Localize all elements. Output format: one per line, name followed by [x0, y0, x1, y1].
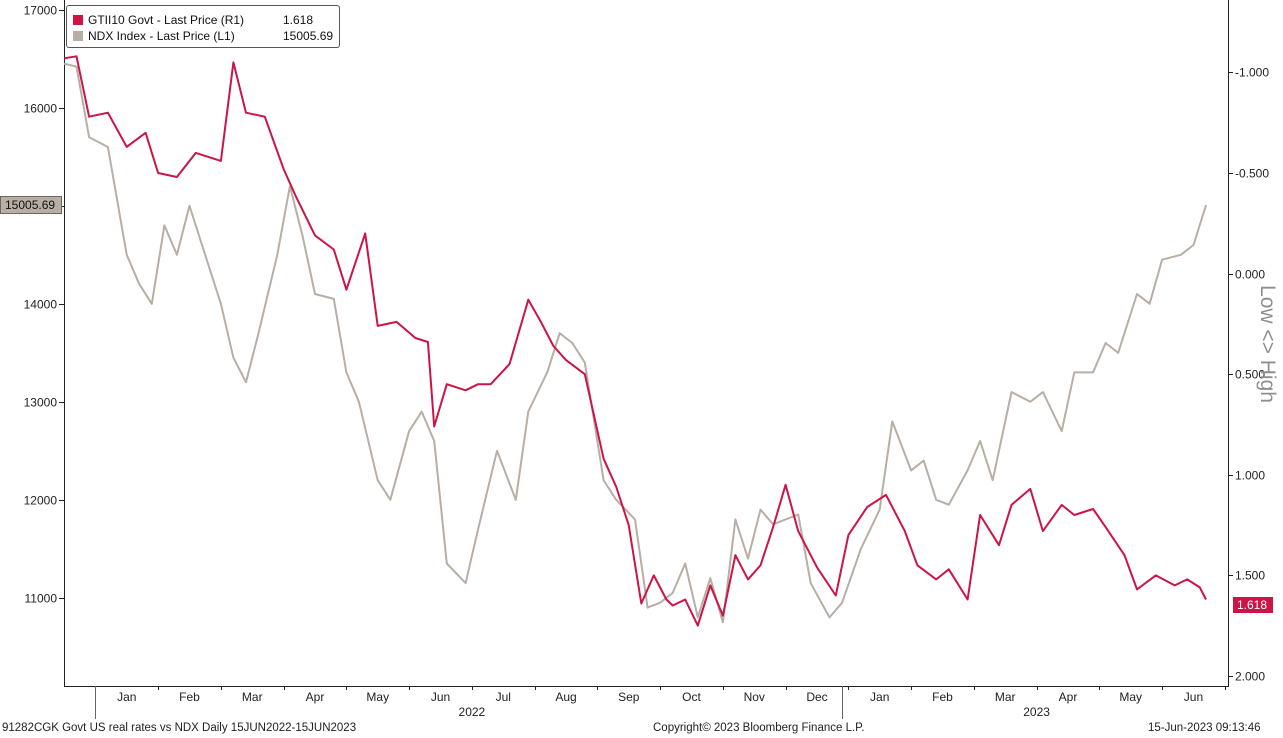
- x-tick-label: Oct: [682, 690, 701, 704]
- x-tick-label: Aug: [555, 690, 576, 704]
- x-tick-label: Apr: [306, 690, 325, 704]
- series-layer: [63, 55, 1207, 627]
- x-tick-label: Jul: [496, 690, 511, 704]
- x-tick-label: May: [1119, 690, 1142, 704]
- x-tick-label: Jan: [117, 690, 136, 704]
- year-label: 2023: [1023, 705, 1050, 719]
- footer-timestamp: 15-Jun-2023 09:13:46: [1148, 722, 1261, 734]
- x-tick-label: Sep: [618, 690, 640, 704]
- x-tick-label: Feb: [179, 690, 200, 704]
- x-tick-label: Jan: [870, 690, 889, 704]
- right-axis-ticks: -1.000 -0.500 0.000 0.500 1.000 1.500 2.000: [1228, 66, 1269, 684]
- left-tick-label: 17000: [24, 4, 58, 18]
- x-tick-label: Jun: [1184, 690, 1203, 704]
- legend: GTII10 Govt - Last Price (R1) 1.618 NDX …: [66, 5, 340, 48]
- legend-value-real-rate: 1.618: [283, 13, 314, 27]
- x-tick-label: Mar: [242, 690, 263, 704]
- plot-frame: [64, 0, 1229, 687]
- x-tick-label: Mar: [995, 690, 1016, 704]
- year-label: 2022: [459, 705, 486, 719]
- legend-value-ndx: 15005.69: [283, 29, 334, 43]
- ndx-last-value-tag: 15005.69: [0, 196, 63, 214]
- left-tick-label: 11000: [25, 592, 58, 606]
- right-tick-label: 0.000: [1235, 268, 1265, 282]
- series-line-real-rate: [63, 55, 1207, 627]
- x-tick-label: Nov: [744, 690, 765, 704]
- legend-swatch-real-rate: [73, 14, 83, 25]
- left-tick-label: 12000: [24, 494, 58, 508]
- left-axis-ticks: 11000120001300014000150001600017000: [24, 4, 64, 606]
- x-tick-label: Jun: [431, 690, 450, 704]
- real-rate-last-value-tag: 1.618: [1233, 597, 1274, 613]
- legend-item-ndx: NDX Index - Last Price (L1) 15005.69: [73, 29, 333, 45]
- right-tick-label: 1.500: [1235, 569, 1265, 583]
- right-tick-label: -0.500: [1235, 167, 1269, 181]
- footer-description: 91282CGK Govt US real rates vs NDX Daily…: [2, 722, 357, 734]
- right-tick-label: 0.500: [1235, 368, 1265, 382]
- x-tick-label: Feb: [932, 690, 953, 704]
- legend-swatch-ndx: [73, 30, 83, 41]
- right-tick-label: 2.000: [1235, 670, 1265, 684]
- left-tick-label: 13000: [24, 396, 58, 410]
- right-tick-label: 1.000: [1235, 469, 1265, 483]
- right-axis-title: Low <> High: [1256, 285, 1279, 403]
- x-tick-label: Apr: [1059, 690, 1078, 704]
- x-tick-label: Dec: [806, 690, 827, 704]
- x-axis-ticks: Jan Feb Mar Apr May Jun Jul Aug Sep Oct Nov Dec Jan F…: [95, 686, 1226, 719]
- legend-label-real-rate: GTII10 Govt - Last Price (R1): [88, 13, 245, 27]
- right-tick-label: -1.000: [1235, 66, 1269, 80]
- footer-copyright: Copyright© 2023 Bloomberg Finance L.P.: [653, 722, 865, 734]
- left-tick-label: 16000: [24, 102, 58, 116]
- legend-label-ndx: NDX Index - Last Price (L1): [88, 29, 235, 43]
- x-tick-label: May: [366, 690, 389, 704]
- legend-item-real-rate: GTII10 Govt - Last Price (R1) 1.618: [73, 13, 313, 29]
- series-line-ndx: [63, 62, 1207, 624]
- left-tick-label: 14000: [24, 298, 58, 312]
